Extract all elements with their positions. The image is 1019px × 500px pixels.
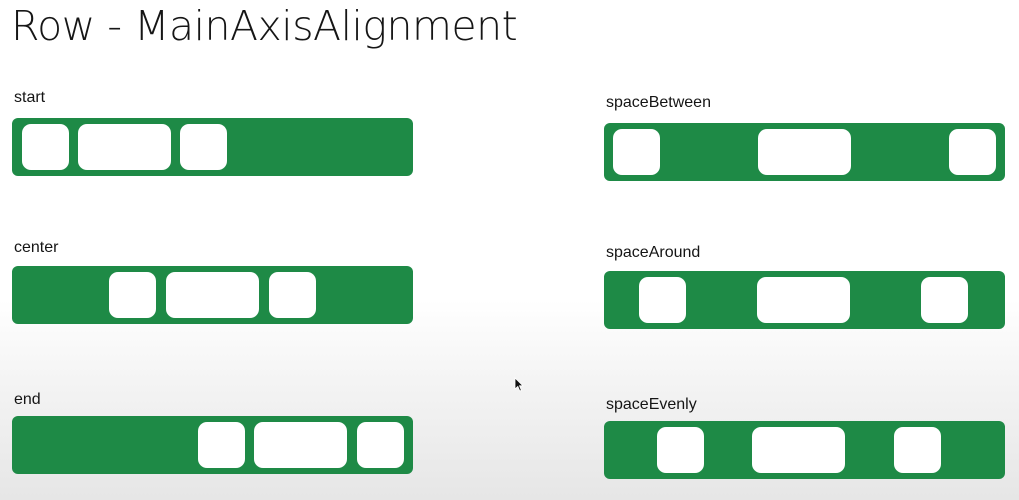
child-box-2 [254,422,347,468]
row-start [12,118,413,176]
label-space-between: spaceBetween [606,94,711,111]
row-space-around [604,271,1005,329]
child-box-2 [78,124,171,170]
child-box-3 [921,277,968,323]
row-space-between [604,123,1005,181]
child-box-2 [166,272,259,318]
child-box-1 [613,129,660,175]
child-box-1 [657,427,704,473]
child-box-3 [180,124,227,170]
child-box-1 [639,277,686,323]
child-box-2 [758,129,851,175]
child-box-1 [109,272,156,318]
child-box-3 [949,129,996,175]
child-box-2 [757,277,850,323]
page-title: Row - MainAxisAlignment [11,2,518,50]
row-space-evenly [604,421,1005,479]
label-space-evenly: spaceEvenly [606,396,697,413]
label-start: start [14,89,46,106]
child-box-1 [22,124,69,170]
label-space-around: spaceAround [606,244,701,261]
child-box-1 [198,422,245,468]
child-box-2 [752,427,845,473]
child-box-3 [357,422,404,468]
child-box-3 [269,272,316,318]
label-center: center [14,239,59,256]
row-end [12,416,413,474]
mouse-pointer-icon [514,377,524,392]
label-end: end [14,391,41,408]
child-box-3 [894,427,941,473]
row-center [12,266,413,324]
